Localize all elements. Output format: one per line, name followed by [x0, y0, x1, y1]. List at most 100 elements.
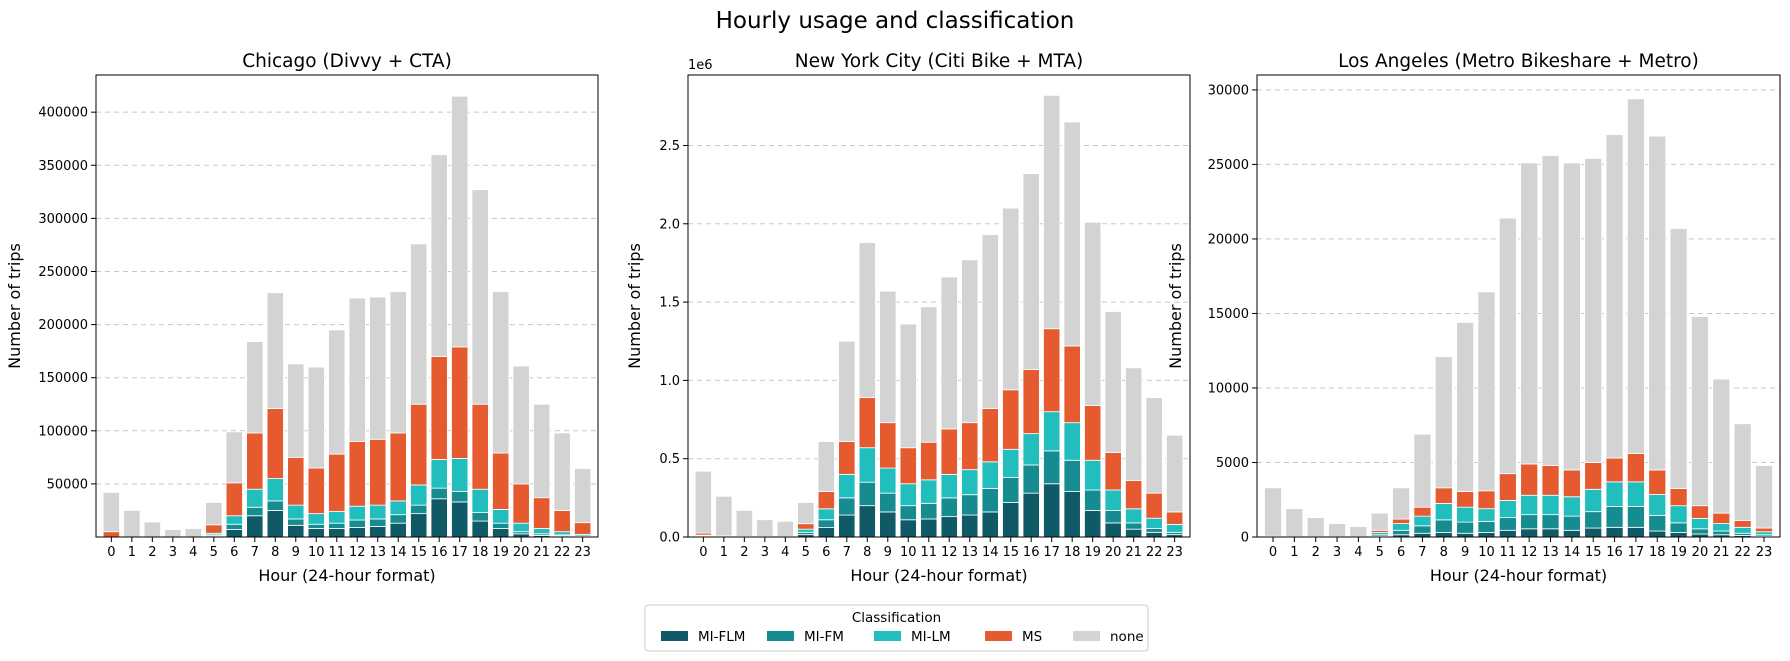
bar-segment-mi-fm-21: [1125, 522, 1143, 530]
bar-segment-mi-fm-17: [451, 490, 469, 503]
bar-segment-mi-fm-19: [492, 522, 510, 529]
bar-segment-mi-lm-14: [1562, 496, 1581, 517]
bar-segment-mi-lm-18: [1648, 494, 1667, 516]
bar-segment-mi-lm-16: [1022, 433, 1040, 466]
bar-segment-ms-8: [1434, 487, 1453, 504]
x-tick-label: 5: [802, 545, 810, 560]
x-tick-label: 23: [574, 545, 591, 560]
bar-segment-mi-lm-16: [1605, 481, 1624, 507]
legend-label-none: none: [1110, 629, 1144, 645]
bar-segment-mi-fm-17: [1626, 506, 1645, 528]
bar-segment-mi-flm-9: [287, 524, 305, 538]
bar-segment-ms-21: [1125, 480, 1143, 510]
bar-segment-mi-fm-19: [1669, 522, 1688, 533]
x-tick-label: 0: [699, 545, 707, 560]
x-tick-label: 6: [1397, 545, 1405, 560]
bar-segment-ms-18: [1648, 469, 1667, 495]
bar-segment-mi-lm-17: [451, 458, 469, 492]
bar-segment-mi-lm-11: [1498, 500, 1517, 519]
x-tick-label: 18: [1649, 545, 1666, 560]
x-tick-label: 8: [1440, 545, 1448, 560]
y-tick-label: 350000: [38, 159, 88, 174]
bar-segment-none-17: [1626, 98, 1645, 454]
bar-segment-none-1: [715, 495, 733, 537]
bar-segment-ms-10: [899, 447, 917, 485]
bar-segment-mi-lm-6: [225, 515, 243, 525]
bar-segment-mi-lm-8: [858, 447, 876, 483]
bar-segment-mi-flm-7: [1413, 532, 1432, 538]
x-tick-label: 17: [451, 545, 468, 560]
bar-segment-mi-flm-6: [817, 527, 835, 538]
bar-segment-none-23: [574, 468, 592, 524]
bar-segment-mi-fm-11: [920, 502, 938, 520]
x-axis-label: Hour (24-hour format): [258, 566, 435, 585]
bar-segment-mi-fm-13: [961, 494, 979, 516]
bar-segment-mi-lm-8: [1434, 503, 1453, 521]
y-tick-label: 10000: [1208, 381, 1249, 396]
bar-segment-mi-fm-19: [1084, 489, 1102, 511]
y-tick-label: 5000: [1216, 456, 1249, 471]
bar-segment-mi-flm-7: [246, 515, 264, 538]
bar-segment-mi-lm-23: [1755, 531, 1773, 536]
x-tick-label: 15: [410, 545, 427, 560]
bar-segment-mi-flm-14: [389, 522, 407, 538]
bar-segment-mi-flm-9: [1456, 532, 1475, 538]
bar-segment-none-7: [838, 340, 856, 442]
x-tick-label: 19: [1670, 545, 1687, 560]
bar-segment-mi-fm-16: [1605, 506, 1624, 528]
bar-segment-ms-17: [1043, 328, 1061, 413]
x-tick-label: 17: [1043, 545, 1060, 560]
bar-segment-mi-fm-9: [287, 518, 305, 526]
bar-segment-mi-fm-21: [1712, 530, 1731, 536]
bar-segment-mi-lm-14: [981, 461, 999, 489]
bar-segment-none-22: [553, 432, 571, 511]
bar-segment-ms-9: [287, 456, 305, 506]
bar-segment-none-21: [1125, 367, 1143, 482]
bar-segment-none-22: [1145, 397, 1163, 494]
y-axis-label: Number of trips: [625, 243, 644, 369]
bar-segment-none-15: [1002, 207, 1020, 391]
bar-segment-none-5: [797, 502, 815, 525]
bar-segment-none-16: [430, 154, 448, 357]
bar-segment-mi-lm-18: [1063, 422, 1081, 461]
bar-segment-mi-fm-6: [225, 523, 243, 530]
bar-segment-mi-flm-6: [225, 529, 243, 538]
bar-segment-none-13: [961, 259, 979, 424]
bar-segment-mi-flm-16: [1022, 492, 1040, 538]
bar-segment-mi-flm-8: [266, 510, 284, 538]
y-tick-label: 100000: [38, 424, 88, 439]
bar-segment-none-19: [492, 291, 510, 454]
bar-segment-mi-lm-22: [1733, 526, 1752, 534]
plot-frame: [1256, 74, 1781, 538]
x-tick-label: 4: [781, 545, 789, 560]
bar-segment-mi-lm-10: [1477, 508, 1496, 522]
chart-title: Chicago (Divvy + CTA): [242, 51, 452, 72]
bar-segment-ms-16: [1022, 369, 1040, 435]
x-tick-label: 12: [349, 545, 366, 560]
y-tick-label: 400000: [38, 106, 88, 121]
legend: Classification MI-FLM MI-FM MI-LM MS none: [644, 604, 1149, 652]
bar-segment-ms-22: [1733, 520, 1752, 528]
bar-segment-ms-19: [492, 452, 510, 510]
bar-segment-mi-flm-21: [1125, 528, 1143, 538]
bar-segment-ms-20: [512, 483, 530, 524]
x-tick-label: 19: [492, 545, 509, 560]
bar-segment-ms-21: [533, 497, 551, 529]
bar-segment-mi-flm-10: [307, 528, 325, 538]
bar-segment-mi-lm-7: [246, 488, 264, 508]
bar-segment-ms-17: [451, 346, 469, 459]
bar-segment-none-16: [1605, 134, 1624, 459]
x-tick-label: 11: [328, 545, 345, 560]
x-tick-label: 9: [884, 545, 892, 560]
bar-segment-mi-lm-12: [348, 505, 366, 521]
x-tick-label: 14: [1564, 545, 1581, 560]
bar-segment-none-14: [981, 234, 999, 409]
plot-frame: [687, 74, 1191, 538]
bar-segment-none-19: [1669, 228, 1688, 489]
bar-segment-ms-11: [1498, 473, 1517, 501]
y-tick-label: 2.5: [659, 139, 680, 154]
bar-segment-ms-15: [410, 403, 428, 486]
bar-segment-none-7: [246, 341, 264, 434]
x-tick-label: 22: [1734, 545, 1751, 560]
bar-segment-none-11: [1498, 217, 1517, 475]
